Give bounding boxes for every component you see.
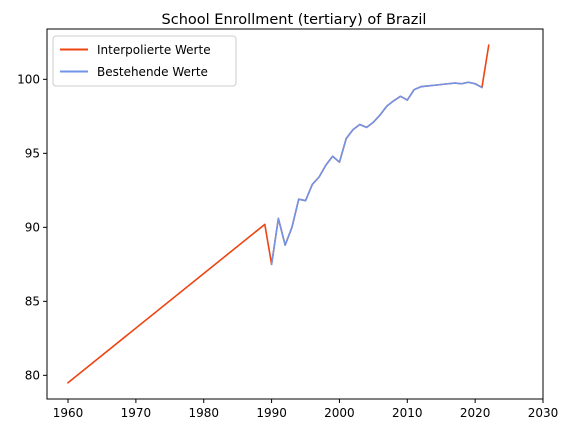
series-line-existing (270, 81, 484, 266)
x-tick-label: 2000 (324, 406, 355, 420)
legend-label-existing: Bestehende Werte (97, 65, 208, 79)
y-tick-label: 80 (25, 368, 40, 382)
y-tick-label: 90 (25, 220, 40, 234)
x-tick-label: 2010 (392, 406, 423, 420)
x-tick-label: 1960 (53, 406, 84, 420)
x-tick-label: 2030 (528, 406, 559, 420)
legend: Interpolierte Werte Bestehende Werte (52, 35, 237, 87)
y-tick-label: 100 (17, 72, 40, 86)
legend-label-interpolated: Interpolierte Werte (97, 43, 211, 57)
x-tick-label: 1980 (188, 406, 219, 420)
x-tick-label: 1990 (256, 406, 287, 420)
x-axis: 1960 1970 1980 1990 2000 2010 2020 2030 (53, 399, 559, 420)
x-tick-label: 1970 (121, 406, 152, 420)
legend-box (52, 35, 237, 87)
y-tick-label: 85 (25, 294, 40, 308)
y-axis: 80 85 90 95 100 (17, 72, 47, 382)
y-tick-label: 95 (25, 146, 40, 160)
series-layer (66, 44, 490, 384)
x-tick-label: 2020 (460, 406, 491, 420)
chart-title: School Enrollment (tertiary) of Brazil (162, 12, 427, 28)
plot-frame (46, 28, 544, 400)
